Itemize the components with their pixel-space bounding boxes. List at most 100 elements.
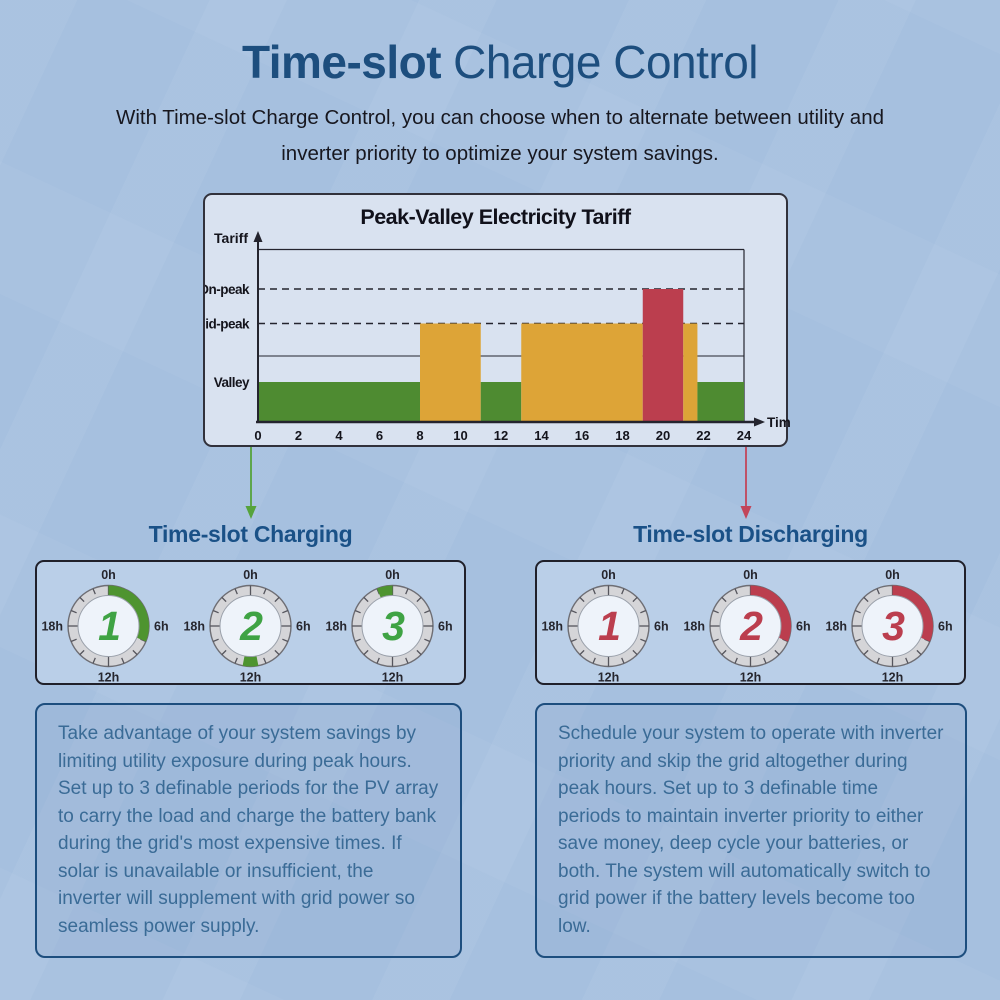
dial-number: 1 — [98, 603, 121, 649]
dial-inner-face — [77, 595, 140, 657]
timer-dial-3: 3 0h 6h 12h 18h — [822, 562, 963, 685]
x-tick-label: 0 — [254, 428, 261, 443]
dial-tick-minor — [592, 588, 596, 595]
dial-tick-minor — [620, 657, 625, 664]
dial-label-0h: 0h — [101, 568, 116, 582]
page-title-rest: Charge Control — [453, 36, 759, 88]
dial-tick-minor — [855, 609, 862, 614]
dial-tick-minor — [376, 657, 381, 664]
dial-tick-minor — [579, 596, 585, 603]
dial-tick-minor — [92, 588, 96, 595]
timer-dial-1: 1 0h 6h 12h 18h — [38, 562, 179, 685]
dial-tick-minor — [363, 596, 369, 603]
dial-tick-minor — [712, 609, 719, 614]
x-axis-arrowhead — [754, 417, 765, 427]
tariff-bar-on-peak — [642, 289, 684, 422]
chart-title: Peak-Valley Electricity Tariff — [360, 205, 631, 229]
dial-label-18h: 18h — [183, 620, 205, 634]
dial-tick-minor — [263, 588, 267, 595]
dial-tick-minor — [355, 609, 362, 614]
dial-tick-minor — [863, 596, 869, 603]
dial-tick-minor — [632, 596, 638, 603]
discharging-description-box: Schedule your system to operate with inv… — [535, 703, 967, 958]
dial-label-6h: 6h — [938, 620, 953, 634]
dial-label-0h: 0h — [386, 568, 401, 582]
dial-tick-minor — [139, 638, 146, 643]
down-arrow-red-icon — [740, 447, 752, 519]
dial-tick-minor — [70, 609, 77, 614]
timer-dial-2: 2 0h 6h 12h 18h — [180, 562, 321, 685]
tariff-bar-mid-peak — [521, 323, 643, 422]
dial-tick-minor — [876, 588, 881, 595]
timer-dial-2: 2 0h 6h 12h 18h — [680, 562, 821, 685]
dial-label-12h: 12h — [97, 671, 119, 684]
dial-label-12h: 12h — [882, 671, 904, 684]
dial-tick-minor — [405, 657, 409, 664]
dial-tick-minor — [924, 638, 931, 643]
y-axis-title: Tariff — [214, 230, 248, 246]
x-tick-label: 12 — [494, 428, 508, 443]
timer-dial-face: 1 0h 6h 12h 18h — [41, 568, 168, 685]
dial-active-arc — [108, 585, 149, 642]
dial-number: 2 — [239, 603, 263, 649]
x-tick-label: 6 — [376, 428, 383, 443]
arrow-head — [740, 506, 752, 519]
dial-tick-minor — [570, 638, 577, 643]
dial-tick-minor — [92, 657, 96, 664]
dial-tick-minor — [79, 649, 85, 656]
dial-number: 3 — [382, 603, 405, 649]
dial-inner-face — [861, 595, 924, 657]
dial-active-arc — [242, 655, 259, 667]
dial-tick-minor — [221, 649, 227, 656]
discharging-description-text: Schedule your system to operate with inv… — [558, 723, 944, 937]
dial-tick-minor — [734, 588, 738, 595]
dial-active-arc — [750, 585, 791, 642]
timer-dial-face: 3 0h 6h 12h 18h — [326, 568, 453, 685]
timer-dial-3: 3 0h 6h 12h 18h — [322, 562, 463, 685]
x-tick-label: 22 — [696, 428, 710, 443]
dial-tick-minor — [863, 649, 869, 656]
dial-tick-minor — [570, 609, 577, 614]
x-tick-label: 18 — [615, 428, 629, 443]
dial-label-18h: 18h — [326, 620, 348, 634]
dial-tick-minor — [639, 609, 646, 614]
dial-tick-minor — [639, 638, 646, 643]
dial-number: 1 — [598, 603, 621, 649]
tariff-bar-valley — [697, 382, 744, 422]
dial-tick-minor — [876, 657, 881, 664]
dial-tick-minor — [424, 638, 431, 643]
dial-tick-minor — [70, 638, 77, 643]
charging-description-box: Take advantage of your system savings by… — [35, 703, 462, 958]
dial-label-6h: 6h — [296, 620, 311, 634]
dial-tick-minor — [712, 638, 719, 643]
x-tick-label: 4 — [335, 428, 343, 443]
down-arrow-green-icon — [245, 447, 257, 519]
page-title-bold: Time-slot — [241, 36, 442, 88]
charging-dials-panel: 1 0h 6h 12h 18h 2 0h 6h 12h 18h 3 0h 6h 12h 18h — [35, 560, 466, 685]
dial-tick-minor — [274, 649, 280, 656]
dial-label-0h: 0h — [601, 568, 616, 582]
dial-tick-minor — [721, 596, 727, 603]
dial-label-12h: 12h — [382, 671, 404, 684]
timer-dial-1: 1 0h 6h 12h 18h — [538, 562, 679, 685]
dial-tick-minor — [79, 596, 85, 603]
tariff-bar-valley — [258, 382, 420, 422]
dial-inner-face — [719, 595, 782, 657]
timer-dial-face: 3 0h 6h 12h 18h — [826, 568, 953, 685]
dial-label-18h: 18h — [826, 620, 848, 634]
dial-tick-minor — [282, 638, 289, 643]
x-tick-label: 14 — [534, 428, 549, 443]
dial-label-0h: 0h — [243, 568, 258, 582]
x-tick-label: 8 — [416, 428, 423, 443]
timer-dial-face: 2 0h 6h 12h 18h — [183, 568, 311, 685]
charging-description-text: Take advantage of your system savings by… — [58, 723, 439, 937]
ylabel-valley: Valley — [214, 375, 250, 390]
discharging-heading: Time-slot Discharging — [633, 521, 868, 547]
dial-tick-minor — [416, 596, 422, 603]
dial-tick-minor — [132, 649, 138, 656]
dial-tick-minor — [774, 649, 780, 656]
dial-label-18h: 18h — [41, 620, 63, 634]
page-title: Time-slot Charge Control — [0, 34, 1000, 90]
ylabel-on-peak: On-peak — [205, 282, 250, 297]
dial-label-6h: 6h — [438, 620, 453, 634]
